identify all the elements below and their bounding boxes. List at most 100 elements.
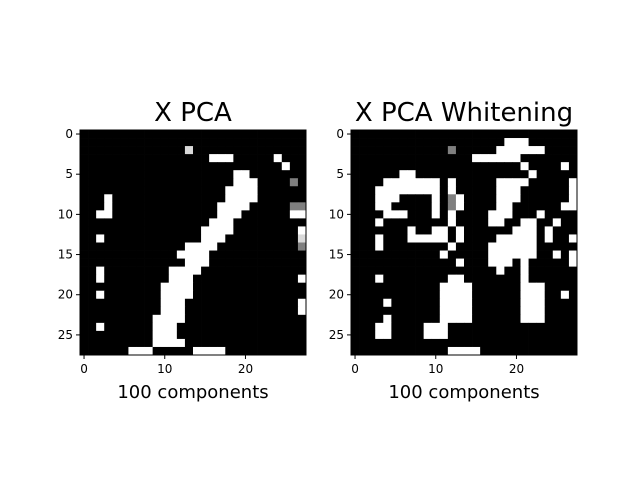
heatmap-cell bbox=[391, 266, 400, 275]
heatmap-cell bbox=[480, 162, 489, 171]
heatmap-cell bbox=[249, 306, 258, 316]
heatmap-cell bbox=[233, 162, 242, 171]
heatmap-cell bbox=[359, 242, 368, 251]
heatmap-cell bbox=[472, 290, 481, 300]
heatmap-cell bbox=[375, 218, 384, 227]
heatmap-cell bbox=[80, 306, 89, 316]
heatmap-cell bbox=[289, 178, 299, 187]
heatmap-cell bbox=[391, 162, 400, 171]
heatmap-cell bbox=[399, 210, 408, 219]
heatmap-cell bbox=[241, 170, 250, 179]
heatmap-cell bbox=[359, 298, 368, 308]
heatmap-cell bbox=[504, 138, 513, 147]
heatmap-cell bbox=[225, 314, 234, 324]
heatmap-cell bbox=[568, 138, 578, 147]
heatmap-cell bbox=[128, 242, 137, 251]
heatmap-cell bbox=[233, 242, 242, 251]
heatmap-cell bbox=[528, 202, 537, 211]
heatmap-cell bbox=[96, 146, 105, 155]
heatmap-cell bbox=[209, 234, 218, 243]
heatmap-cell bbox=[472, 306, 481, 316]
heatmap-cell bbox=[423, 170, 433, 179]
heatmap-cell bbox=[536, 306, 546, 316]
heatmap-cell bbox=[472, 138, 481, 147]
x-tick-label: 0 bbox=[80, 362, 88, 376]
heatmap-cell bbox=[560, 242, 570, 251]
heatmap-cell bbox=[488, 186, 497, 195]
heatmap-cell bbox=[168, 130, 178, 139]
heatmap-cell bbox=[544, 226, 554, 235]
heatmap-cell bbox=[528, 266, 537, 275]
heatmap-cell bbox=[407, 298, 416, 308]
heatmap-cell bbox=[375, 162, 384, 171]
heatmap-cell bbox=[568, 274, 578, 284]
heatmap-cell bbox=[289, 194, 299, 203]
heatmap-cell bbox=[176, 162, 186, 171]
heatmap-cell bbox=[281, 298, 291, 308]
heatmap-cell bbox=[297, 234, 307, 243]
heatmap-cell bbox=[184, 202, 194, 211]
heatmap-cell bbox=[496, 202, 505, 211]
heatmap-cell bbox=[472, 170, 481, 179]
heatmap-cell bbox=[209, 226, 218, 235]
heatmap-cell bbox=[273, 138, 283, 147]
heatmap-cell bbox=[96, 226, 105, 235]
heatmap-cell bbox=[289, 154, 299, 163]
heatmap-cell bbox=[193, 154, 202, 163]
heatmap-cell bbox=[144, 162, 153, 171]
heatmap-cell bbox=[359, 258, 368, 267]
heatmap-cell bbox=[568, 242, 578, 251]
heatmap-cell bbox=[241, 290, 250, 300]
heatmap-cell bbox=[209, 186, 218, 195]
heatmap-cell bbox=[152, 282, 162, 292]
heatmap-cell bbox=[367, 346, 376, 356]
heatmap-cell bbox=[112, 266, 121, 275]
heatmap-cell bbox=[528, 346, 537, 356]
heatmap-cell bbox=[455, 194, 465, 203]
heatmap-cell bbox=[455, 282, 465, 292]
heatmap-cell bbox=[112, 170, 121, 179]
heatmap-cell bbox=[273, 266, 283, 275]
heatmap-cell bbox=[455, 258, 465, 267]
heatmap-cell bbox=[120, 306, 129, 316]
heatmap-cell bbox=[281, 314, 291, 324]
heatmap-cell bbox=[257, 138, 266, 147]
heatmap-cell bbox=[423, 322, 433, 332]
heatmap-cell bbox=[209, 274, 218, 284]
heatmap-cell bbox=[289, 210, 299, 219]
heatmap-cell bbox=[431, 146, 441, 155]
heatmap-cell bbox=[464, 242, 473, 251]
heatmap-cell bbox=[520, 314, 529, 324]
heatmap-cell bbox=[144, 346, 153, 356]
heatmap-cell bbox=[383, 234, 392, 243]
heatmap-cell bbox=[241, 266, 250, 275]
heatmap-cells bbox=[80, 130, 307, 356]
heatmap-cell bbox=[488, 194, 497, 203]
heatmap-cell bbox=[520, 282, 529, 292]
heatmap-cell bbox=[528, 218, 537, 227]
heatmap-cell bbox=[273, 162, 283, 171]
heatmap-cell bbox=[528, 234, 537, 243]
heatmap-cell bbox=[257, 186, 266, 195]
heatmap-cell bbox=[351, 178, 360, 187]
heatmap-cell bbox=[391, 330, 400, 340]
heatmap-cell bbox=[423, 162, 433, 171]
heatmap-cell bbox=[144, 154, 153, 163]
heatmap-cell bbox=[407, 346, 416, 356]
heatmap-cell bbox=[375, 138, 384, 147]
heatmap-cell bbox=[160, 306, 170, 316]
heatmap-cell bbox=[351, 226, 360, 235]
heatmap-cell bbox=[351, 194, 360, 203]
heatmap-cell bbox=[415, 170, 424, 179]
heatmap-cell bbox=[415, 282, 424, 292]
heatmap-cell bbox=[560, 266, 570, 275]
heatmap-cell bbox=[423, 346, 433, 356]
heatmap-cell bbox=[257, 162, 266, 171]
heatmap-cell bbox=[423, 234, 433, 243]
heatmap-cell bbox=[536, 330, 546, 340]
heatmap-cell bbox=[375, 130, 384, 139]
heatmap-cell bbox=[512, 314, 521, 324]
heatmap-cell bbox=[128, 210, 137, 219]
heatmap-cell bbox=[528, 242, 537, 251]
heatmap-cell bbox=[201, 346, 210, 356]
